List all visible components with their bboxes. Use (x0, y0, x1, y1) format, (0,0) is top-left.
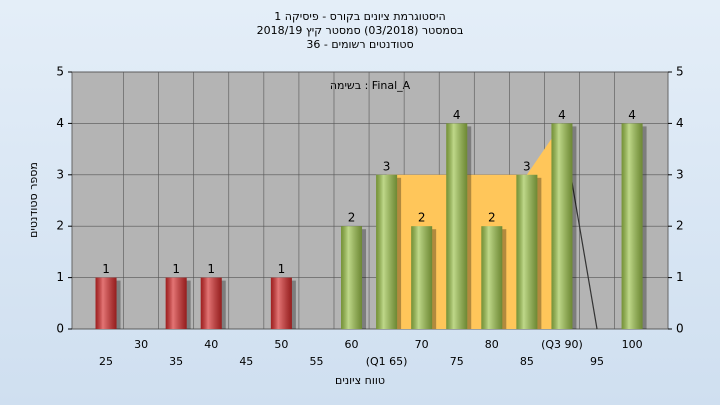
x-tick-label: 30 (134, 338, 148, 351)
data-label: 3 (523, 159, 531, 173)
y2-tick-label: 1 (676, 270, 684, 284)
data-label: 1 (207, 262, 215, 276)
y2-tick-label: 5 (676, 65, 684, 79)
chart-title: היסטוגרמת ציונים בקורס - פיסיקה 1 (274, 10, 445, 23)
bar-shine (165, 277, 187, 329)
bar-shine (411, 226, 433, 329)
bar-shine (516, 174, 538, 329)
chart-subtitle: בסמסטר (03/2018) סמסטר קיץ 2018/19 (257, 24, 464, 37)
x-tick-label: 75 (450, 355, 464, 368)
x-tick-label: 95 (590, 355, 604, 368)
x-tick-label: 25 (99, 355, 113, 368)
bar-shine (341, 226, 363, 329)
x-tick-label: (Q3 90) (541, 338, 583, 351)
data-label: 4 (453, 108, 461, 122)
bar-shine (446, 123, 468, 330)
y2-tick-label: 4 (676, 116, 684, 130)
x-axis-label: טווח ציונים (335, 374, 385, 387)
data-label: 1 (172, 262, 180, 276)
bar-shine (376, 174, 398, 329)
y-tick-label: 0 (56, 322, 64, 336)
bar-shine (270, 277, 292, 329)
y2-tick-label: 2 (676, 219, 684, 233)
bar-shine (95, 277, 117, 329)
y-tick-label: 4 (56, 116, 64, 130)
data-label: 4 (558, 108, 566, 122)
y2-tick-label: 3 (676, 167, 684, 181)
data-label: 2 (348, 211, 356, 225)
bar-shine (200, 277, 222, 329)
data-label: 1 (102, 262, 110, 276)
data-label: 2 (488, 211, 496, 225)
x-tick-label: 35 (169, 355, 183, 368)
x-tick-label: 80 (485, 338, 499, 351)
data-label: 3 (383, 159, 391, 173)
x-tick-label: 50 (274, 338, 288, 351)
bar-shine (551, 123, 573, 330)
y-tick-label: 5 (56, 65, 64, 79)
y2-tick-label: 0 (676, 322, 684, 336)
y-tick-label: 1 (56, 270, 64, 284)
x-tick-label: (Q1 65) (366, 355, 408, 368)
chart-subtitle: סטודנטים רשומים - 36 (306, 38, 413, 51)
y-axis-label: מספר סטודנטים (27, 162, 40, 238)
x-tick-label: 45 (239, 355, 253, 368)
bar-shine (481, 226, 503, 329)
data-label: 1 (278, 262, 286, 276)
data-label: 4 (628, 108, 636, 122)
x-tick-label: 60 (345, 338, 359, 351)
data-label: 2 (418, 211, 426, 225)
bar-shine (621, 123, 643, 330)
x-tick-label: 55 (309, 355, 323, 368)
y-tick-label: 2 (56, 219, 64, 233)
x-tick-label: 100 (622, 338, 643, 351)
x-tick-label: 85 (520, 355, 534, 368)
annotation: בשימה : Final_A (330, 79, 411, 92)
y-tick-label: 3 (56, 167, 64, 181)
plot-area (71, 71, 669, 330)
x-tick-label: 40 (204, 338, 218, 351)
x-tick-label: 70 (415, 338, 429, 351)
